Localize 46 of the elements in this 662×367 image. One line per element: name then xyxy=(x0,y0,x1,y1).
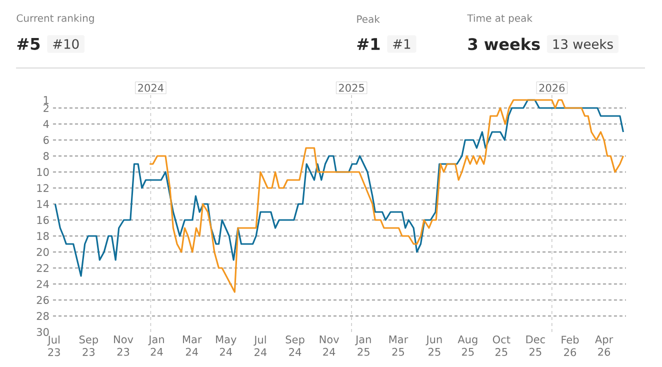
text: #5 xyxy=(17,38,40,50)
x-tick-label: Sep 23 xyxy=(79,336,98,356)
x-tick-label: Jan 25 xyxy=(355,336,371,356)
text: Peak xyxy=(357,15,380,23)
y-tick-label: 2 xyxy=(44,104,48,112)
y-tick-label: 28 xyxy=(36,312,49,320)
y-tick-label: 26 xyxy=(36,296,49,304)
ref-line-label: 2025 xyxy=(338,84,364,92)
x-tick-label: Sep 24 xyxy=(286,336,304,356)
x-tick-label: Apr 26 xyxy=(595,336,614,356)
x-tick-label: Dec 25 xyxy=(526,336,545,356)
text: 3 weeks xyxy=(468,38,540,50)
x-tick-label: Nov 24 xyxy=(320,336,339,356)
text: 13 weeks xyxy=(553,38,613,50)
y-tick-label: 22 xyxy=(36,264,48,272)
text: #1 xyxy=(393,39,410,49)
text: Current ranking xyxy=(16,14,94,24)
y-tick-label: 8 xyxy=(44,152,49,160)
text: Time at peak xyxy=(467,14,532,24)
y-tick-label: 20 xyxy=(36,248,49,256)
x-tick-label: May 24 xyxy=(216,336,236,356)
y-tick-label: 16 xyxy=(37,216,49,224)
y-tick-label: 12 xyxy=(37,184,48,192)
x-tick-label: Jul 24 xyxy=(254,336,267,356)
y-tick-label: 30 xyxy=(36,328,49,336)
y-tick-label: 6 xyxy=(44,136,49,144)
ref-line-label: 2026 xyxy=(539,84,565,92)
ref-line-label: 2024 xyxy=(138,84,164,92)
x-tick-label: Jul 23 xyxy=(47,336,60,356)
y-tick-label: 14 xyxy=(37,200,49,208)
y-tick-label: 1 xyxy=(44,96,49,104)
y-tick-label: 24 xyxy=(36,280,49,288)
line-series xyxy=(148,99,624,293)
y-tick-label: 18 xyxy=(37,232,49,240)
x-tick-label: Jun 25 xyxy=(426,336,442,356)
x-tick-label: Mar 25 xyxy=(389,336,408,356)
x-tick-label: Aug 25 xyxy=(458,336,478,356)
y-tick-label: 10 xyxy=(37,168,49,176)
x-tick-label: Feb 26 xyxy=(562,336,579,356)
y-tick-label: 4 xyxy=(43,120,49,128)
text: #1 xyxy=(357,38,380,50)
x-tick-label: Nov 23 xyxy=(114,336,134,356)
x-tick-label: Mar 24 xyxy=(182,336,202,356)
text: #10 xyxy=(53,39,79,49)
x-tick-label: Jan 24 xyxy=(148,336,164,356)
x-tick-label: Oct 25 xyxy=(492,336,510,356)
